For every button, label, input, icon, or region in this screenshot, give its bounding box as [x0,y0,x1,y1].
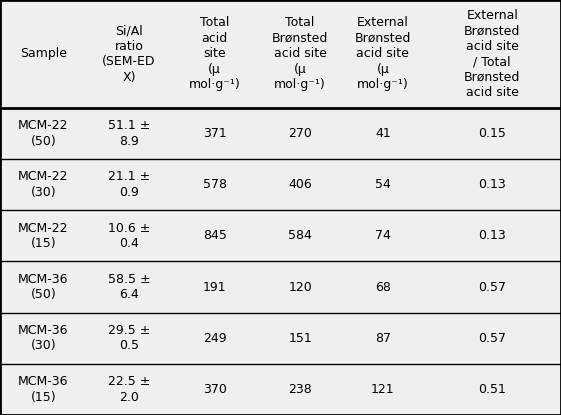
Text: 0.57: 0.57 [479,332,506,345]
Text: MCM-36
(15): MCM-36 (15) [18,375,69,404]
Text: 0.51: 0.51 [479,383,506,396]
Text: 87: 87 [375,332,391,345]
Text: Si/Al
ratio
(SEM-ED
X): Si/Al ratio (SEM-ED X) [102,24,156,84]
Text: 0.13: 0.13 [479,178,506,191]
Text: 121: 121 [371,383,395,396]
Text: Sample: Sample [20,47,67,61]
Text: 0.57: 0.57 [479,281,506,293]
Text: 191: 191 [203,281,227,293]
Text: 51.1 ±
8.9: 51.1 ± 8.9 [108,119,150,148]
Text: Total
acid
site
(μ
mol·g⁻¹): Total acid site (μ mol·g⁻¹) [188,17,241,91]
Text: Total
Brønsted
acid site
(μ
mol·g⁻¹): Total Brønsted acid site (μ mol·g⁻¹) [272,17,328,91]
Text: 29.5 ±
0.5: 29.5 ± 0.5 [108,324,150,352]
Text: 10.6 ±
0.4: 10.6 ± 0.4 [108,222,150,250]
Text: 238: 238 [288,383,312,396]
Text: MCM-36
(50): MCM-36 (50) [18,273,69,301]
Text: 845: 845 [203,229,227,242]
Text: 578: 578 [203,178,227,191]
Text: 370: 370 [203,383,227,396]
Text: 406: 406 [288,178,312,191]
Text: 0.13: 0.13 [479,229,506,242]
Text: External
Brønsted
acid site
(μ
mol·g⁻¹): External Brønsted acid site (μ mol·g⁻¹) [355,17,411,91]
Text: 41: 41 [375,127,391,140]
Text: MCM-22
(50): MCM-22 (50) [18,119,69,148]
Text: 249: 249 [203,332,227,345]
Text: External
Brønsted
acid site
/ Total
Brønsted
acid site: External Brønsted acid site / Total Brøn… [464,9,521,99]
Text: 120: 120 [288,281,312,293]
Text: 58.5 ±
6.4: 58.5 ± 6.4 [108,273,150,301]
Text: MCM-36
(30): MCM-36 (30) [18,324,69,352]
Text: 0.15: 0.15 [479,127,506,140]
Text: 584: 584 [288,229,312,242]
Text: MCM-22
(15): MCM-22 (15) [18,222,69,250]
Text: 54: 54 [375,178,391,191]
Text: 22.5 ±
2.0: 22.5 ± 2.0 [108,375,150,404]
Text: 270: 270 [288,127,312,140]
Text: 371: 371 [203,127,227,140]
Text: 151: 151 [288,332,312,345]
Text: 68: 68 [375,281,391,293]
Text: 21.1 ±
0.9: 21.1 ± 0.9 [108,171,150,199]
Text: 74: 74 [375,229,391,242]
Text: MCM-22
(30): MCM-22 (30) [18,171,69,199]
